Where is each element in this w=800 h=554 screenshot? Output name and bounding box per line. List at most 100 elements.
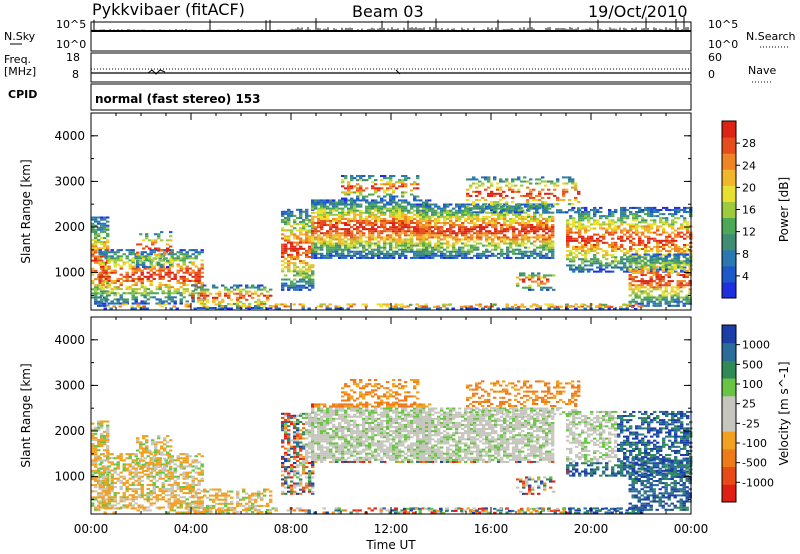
heatmap-cell — [368, 175, 372, 178]
heatmap-cell — [443, 232, 447, 235]
heatmap-cell — [347, 189, 351, 192]
heatmap-cell — [122, 292, 126, 295]
heatmap-cell — [100, 439, 104, 442]
heatmap-cell — [650, 270, 654, 273]
heatmap-cell — [323, 222, 327, 225]
heatmap-cell — [311, 205, 315, 208]
heatmap-cell — [287, 268, 291, 271]
heatmap-cell — [571, 182, 575, 185]
heatmap-cell — [305, 237, 309, 240]
heatmap-cell — [359, 254, 363, 257]
heatmap-cell — [635, 213, 639, 216]
heatmap-cell — [320, 252, 324, 255]
heatmap-cell — [91, 280, 95, 283]
heatmap-cell — [374, 228, 378, 231]
heatmap-cell — [650, 227, 654, 230]
heatmap-cell — [125, 275, 129, 278]
heatmap-cell — [608, 209, 612, 212]
heatmap-cell — [103, 430, 107, 433]
heatmap-cell — [529, 190, 533, 193]
heatmap-cell — [428, 226, 432, 229]
heatmap-cell — [401, 248, 405, 251]
heatmap-cell — [91, 490, 95, 493]
heatmap-cell — [332, 250, 336, 253]
heatmap-cell — [104, 277, 108, 280]
heatmap-cell — [362, 226, 366, 229]
heatmap-cell — [688, 288, 692, 291]
heatmap-cell — [490, 192, 494, 195]
heatmap-cell — [527, 222, 531, 225]
heatmap-cell — [377, 201, 381, 204]
heatmap-cell — [467, 250, 471, 253]
heatmap-cell — [626, 231, 630, 234]
heatmap-cell — [649, 284, 653, 287]
heatmap-cell — [368, 236, 372, 239]
heatmap-cell — [401, 201, 405, 204]
heatmap-cell — [662, 223, 666, 226]
heatmap-cell — [143, 288, 147, 291]
heatmap-cell — [533, 232, 537, 235]
heatmap-cell — [131, 273, 135, 276]
heatmap-cell — [458, 250, 462, 253]
heatmap-cell — [172, 305, 176, 308]
heatmap-cell — [607, 305, 611, 308]
heatmap-cell — [632, 206, 636, 209]
heatmap-cell — [410, 238, 414, 241]
heatmap-cell — [475, 307, 479, 310]
heatmap-cell — [389, 213, 393, 216]
heatmap-cell — [418, 305, 422, 308]
heatmap-cell — [664, 259, 668, 262]
heatmap-cell — [518, 248, 522, 251]
heatmap-cell — [541, 196, 545, 199]
heatmap-cell — [104, 275, 108, 278]
heatmap-cell — [518, 222, 522, 225]
heatmap-cell — [359, 222, 363, 225]
heatmap-cell — [455, 224, 459, 227]
heatmap-cell — [110, 475, 114, 478]
heatmap-cell — [392, 205, 396, 208]
heatmap-cell — [425, 222, 429, 225]
heatmap-cell — [119, 302, 123, 305]
heatmap-cell — [661, 296, 665, 299]
heatmap-cell — [481, 184, 485, 187]
heatmap-cell — [476, 254, 480, 257]
heatmap-cell — [428, 209, 432, 212]
heatmap-cell — [553, 188, 557, 191]
heatmap-cell — [482, 226, 486, 229]
heatmap-cell — [316, 305, 320, 308]
heatmap-cell — [281, 264, 285, 267]
heatmap-cell — [548, 246, 552, 249]
heatmap-cell — [458, 209, 462, 212]
heatmap-cell — [623, 239, 627, 242]
heatmap-cell — [545, 232, 549, 235]
heatmap-cell — [446, 213, 450, 216]
heatmap-cell — [212, 298, 216, 301]
heatmap-cell — [119, 294, 123, 297]
heatmap-cell — [611, 245, 615, 248]
heatmap-cell — [440, 222, 444, 225]
heatmap-cell — [320, 215, 324, 218]
heatmap-cell — [344, 205, 348, 208]
heatmap-cell — [245, 284, 249, 287]
heatmap-cell — [143, 290, 147, 293]
heatmap-cell — [418, 307, 422, 310]
heatmap-cell — [329, 226, 333, 229]
heatmap-cell — [311, 208, 315, 211]
heatmap-cell — [383, 205, 387, 208]
heatmap-cell — [464, 217, 468, 220]
heatmap-cell — [640, 305, 644, 308]
heatmap-cell — [170, 249, 174, 252]
heatmap-cell — [485, 224, 489, 227]
heatmap-cell — [647, 237, 651, 240]
heatmap-cell — [550, 305, 554, 308]
heatmap-cell — [516, 284, 520, 287]
heatmap-cell — [464, 244, 468, 247]
heatmap-cell — [217, 307, 221, 310]
heatmap-cell — [100, 226, 104, 229]
heatmap-cell — [485, 236, 489, 239]
heatmap-cell — [685, 284, 689, 287]
heatmap-cell — [94, 426, 98, 429]
heatmap-cell — [266, 294, 270, 297]
heatmap-cell — [443, 224, 447, 227]
heatmap-cell — [353, 246, 357, 249]
